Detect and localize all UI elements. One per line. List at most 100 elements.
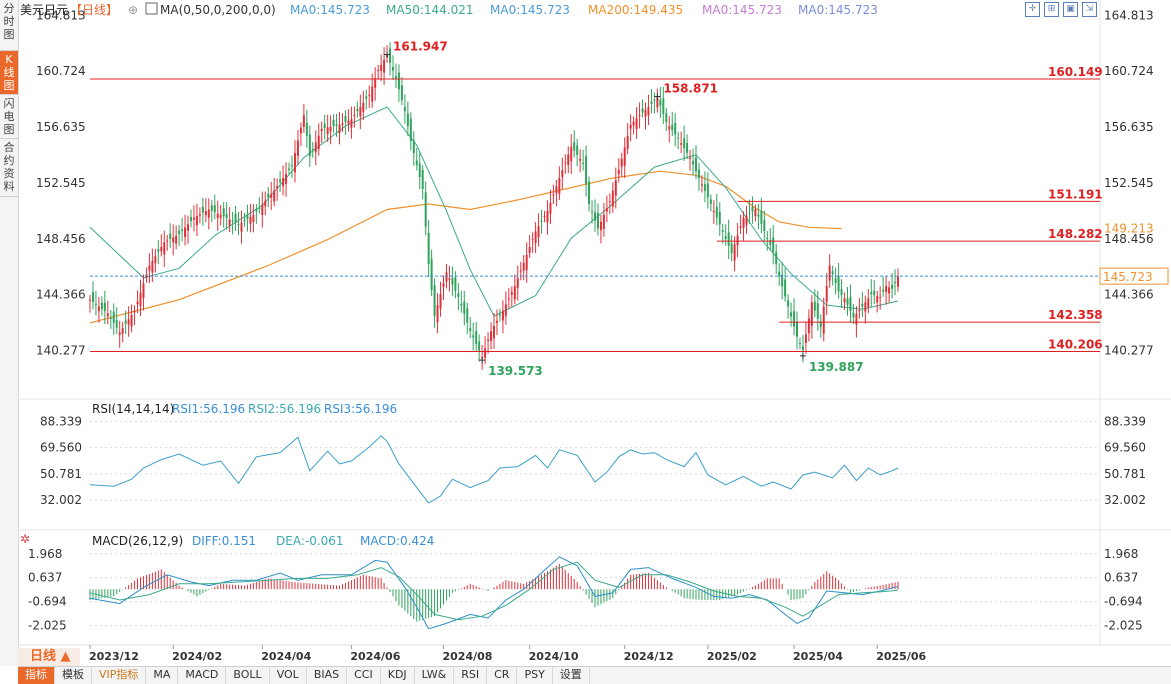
candle-body (602, 214, 605, 229)
indicator-tab-8[interactable]: CCI (347, 667, 381, 684)
candle-body (787, 300, 790, 307)
price-axis-label-left: 140.277 (36, 344, 86, 358)
extreme-label: 161.947 (393, 39, 448, 53)
indicator-tab-6[interactable]: VOL (270, 667, 307, 684)
candle-body (231, 220, 234, 222)
sidebar-tab-0[interactable]: 分时图 (0, 0, 18, 51)
indicator-tab-3[interactable]: MA (146, 667, 179, 684)
candle-body (433, 285, 436, 317)
macd-axis-label-left: 0.637 (28, 571, 62, 585)
candle-body (320, 128, 323, 132)
candle-body (326, 127, 329, 135)
sidebar-tab-2[interactable]: 闪电图 (0, 95, 18, 139)
date-label: 2024/10 (529, 650, 579, 663)
rsi-value-label: RSI3:56.196 (324, 402, 397, 416)
macd-axis-label-left: -2.025 (28, 619, 67, 633)
period-select-button[interactable]: 日线 ▲ (18, 648, 80, 666)
fullscreen-icon[interactable]: ⊞ (1044, 2, 1059, 17)
candle-body (513, 286, 516, 300)
indicator-tab-0[interactable]: 指标 (18, 667, 55, 684)
candle-body (599, 221, 602, 231)
sidebar-tab-3[interactable]: 合约资料 (0, 139, 18, 197)
candle-body (894, 282, 897, 284)
candle-body (888, 287, 891, 294)
indicator-tab-10[interactable]: LW& (415, 667, 455, 684)
candle-body (118, 332, 121, 335)
candle-body (793, 311, 796, 327)
candle-body (591, 211, 594, 213)
indicator-tab-9[interactable]: KDJ (381, 667, 415, 684)
indicator-tab-4[interactable]: MACD (178, 667, 227, 684)
candle-body (552, 194, 555, 196)
candle-body (659, 99, 662, 106)
macd-title: MACD(26,12,9) (92, 534, 183, 548)
candle-body (736, 235, 739, 246)
candle-body (293, 153, 296, 173)
candle-body (383, 60, 386, 73)
candle-body (635, 118, 638, 129)
macd-axis-label-right: -2.025 (1104, 619, 1143, 633)
candle-body (671, 124, 674, 131)
level-label: 148.282 (1048, 227, 1103, 241)
price-axis-label-left: 144.366 (36, 288, 86, 302)
candle-body (721, 230, 724, 232)
indicator-tab-14[interactable]: 设置 (553, 667, 590, 684)
indicator-tab-5[interactable]: BOLL (226, 667, 270, 684)
candle-body (879, 296, 882, 298)
level-label: 160.149 (1048, 65, 1103, 79)
candle-body (689, 157, 692, 159)
candle-body (463, 301, 466, 315)
ma-value-label: MA0:145.723 (290, 3, 370, 17)
candle-body (546, 210, 549, 223)
price-axis-label-right: 144.366 (1104, 288, 1154, 302)
candle-body (377, 70, 380, 72)
candle-body (412, 140, 415, 154)
candle-body (864, 302, 867, 312)
candle-body (852, 312, 855, 318)
price-axis-label-left: 152.545 (36, 176, 86, 190)
window-icon[interactable]: ▣ (1063, 2, 1078, 17)
candle-body (172, 237, 175, 243)
chart-canvas[interactable]: 164.813 164.813 160.724 160.724 156.635 156.6… (18, 0, 1171, 666)
candle-body (175, 235, 178, 244)
candle-body (264, 200, 267, 207)
candle-body (121, 328, 124, 334)
candle-body (112, 311, 115, 323)
candle-body (454, 277, 457, 291)
candle-body (350, 119, 353, 128)
level-label: 151.191 (1048, 187, 1103, 201)
candle-body (142, 283, 145, 299)
candle-body (190, 217, 192, 221)
sidebar-tab-1[interactable]: K线图 (0, 51, 18, 95)
candle-body (712, 210, 715, 212)
indicator-tab-7[interactable]: BIAS (307, 667, 348, 684)
candle-body (89, 299, 91, 301)
ma-value-label: MA200:149.435 (588, 3, 683, 17)
candle-body (261, 204, 264, 215)
candle-body (739, 226, 742, 228)
candle-body (760, 210, 763, 224)
crosshair-icon[interactable]: ✛ (1025, 2, 1040, 17)
candle-body (763, 220, 766, 232)
candle-body (160, 246, 163, 252)
candle-body (801, 346, 804, 351)
candle-body (130, 314, 133, 327)
candle-body (846, 298, 849, 305)
candle-body (870, 292, 873, 295)
candle-body (561, 170, 564, 178)
indicator-tab-2[interactable]: VIP指标 (92, 667, 147, 684)
indicator-tab-12[interactable]: CR (487, 667, 518, 684)
expand-icon[interactable]: ⇲ (1082, 2, 1097, 17)
settings-icon: ⊕ (128, 3, 138, 17)
candle-body (605, 208, 608, 212)
date-label: 2024/12 (624, 650, 674, 663)
candle-body (163, 242, 166, 255)
indicator-tab-11[interactable]: RSI (454, 667, 488, 684)
macd-axis-label-right: -0.694 (1104, 595, 1143, 609)
candle-body (665, 113, 668, 123)
indicator-tab-1[interactable]: 模板 (55, 667, 92, 684)
candle-body (323, 123, 326, 129)
candle-body (647, 107, 650, 116)
candle-body (766, 237, 769, 239)
indicator-tab-13[interactable]: PSY (517, 667, 553, 684)
